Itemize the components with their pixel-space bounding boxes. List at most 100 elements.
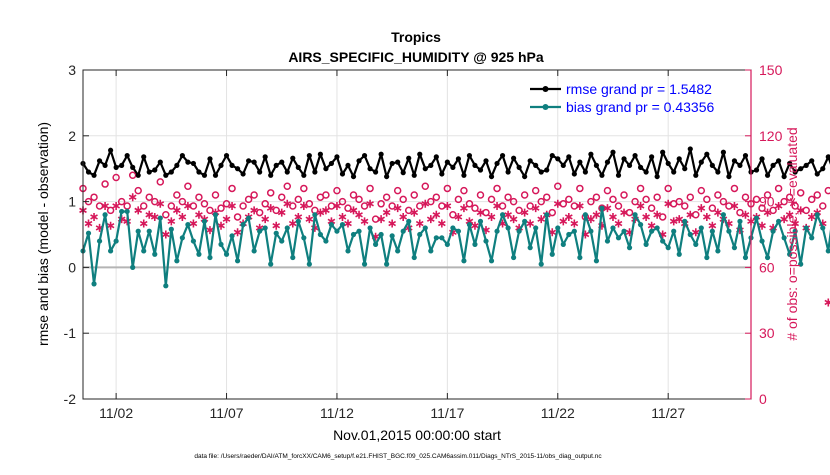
- obs-possible-point: [432, 193, 441, 201]
- obs-possible-point: [537, 197, 545, 206]
- obs-evaluated-point: [101, 201, 109, 210]
- obs-evaluated-point: [471, 221, 479, 230]
- bias-point: [367, 225, 373, 231]
- bias-point: [770, 228, 776, 234]
- bias-point: [455, 228, 462, 234]
- obs-evaluated-point: [344, 219, 352, 228]
- obs-possible-point: [156, 178, 165, 186]
- obs-evaluated-point: [288, 219, 297, 228]
- obs-possible-point: [173, 191, 181, 199]
- bias-point: [119, 208, 125, 215]
- bias-point: [146, 228, 152, 234]
- obs-evaluated-point: [609, 212, 617, 221]
- x-tick-label: 11/27: [651, 405, 685, 421]
- rmse-point: [687, 146, 693, 152]
- obs-possible-point: [300, 184, 308, 193]
- obs-evaluated-point: [796, 206, 805, 215]
- rmse-point: [649, 154, 655, 160]
- bias-point: [212, 212, 219, 218]
- bias-point: [466, 222, 473, 228]
- rmse-point: [599, 172, 605, 178]
- obs-evaluated-point: [603, 204, 612, 213]
- bias-point: [422, 225, 428, 231]
- obs-evaluated-point: [647, 221, 656, 230]
- y-right-tick-label: 60: [759, 259, 775, 275]
- bias-point: [698, 225, 704, 231]
- obs-possible-point: [664, 184, 672, 193]
- bias-point: [411, 254, 417, 261]
- rmse-point: [770, 162, 776, 169]
- bias-point: [108, 248, 114, 254]
- bias-point: [312, 212, 318, 218]
- rmse-point: [306, 152, 312, 159]
- obs-possible-point: [476, 191, 485, 199]
- obs-possible-point: [565, 195, 573, 204]
- obs-evaluated-point: [184, 201, 192, 210]
- rmse-point: [328, 160, 335, 167]
- bias-point: [621, 228, 627, 234]
- bias-point: [544, 212, 550, 218]
- rmse-point: [223, 152, 230, 159]
- bias-point: [279, 238, 285, 244]
- rmse-point: [792, 169, 798, 175]
- obs-evaluated-point: [322, 206, 330, 215]
- obs-possible-point: [327, 202, 336, 210]
- obs-possible-point: [90, 193, 98, 201]
- obs-possible-point: [802, 206, 810, 215]
- legend-label: bias grand pr = 0.43356: [566, 99, 714, 115]
- rmse-point: [615, 172, 622, 178]
- bias-point: [571, 228, 577, 234]
- bias-point: [593, 258, 600, 264]
- obs-possible-point: [333, 186, 341, 195]
- rmse-point: [185, 159, 191, 165]
- legend: rmse grand pr = 1.5482 bias grand pr = 0…: [530, 81, 714, 115]
- bias-point: [577, 254, 583, 261]
- obs-evaluated-point: [399, 212, 408, 221]
- bias-point: [820, 225, 826, 231]
- obs-evaluated-point: [266, 204, 275, 213]
- obs-evaluated-point: [708, 221, 717, 230]
- obs-possible-point: [697, 186, 706, 195]
- rmse-point: [511, 155, 517, 161]
- obs-possible-point: [741, 193, 750, 201]
- bias-point: [240, 222, 246, 228]
- rmse-point: [731, 158, 738, 164]
- rmse-point: [814, 171, 820, 177]
- rmse-point: [759, 156, 765, 162]
- bias-point: [218, 241, 224, 247]
- bias-point: [632, 212, 638, 218]
- obs-evaluated-point: [277, 208, 286, 217]
- bias-point: [649, 228, 655, 234]
- rmse-point: [466, 152, 473, 159]
- y-axis-left-label: rmse and bias (model - observation): [35, 122, 51, 346]
- rmse-point: [737, 162, 743, 169]
- obs-evaluated-point: [222, 215, 231, 224]
- legend-marker: [542, 104, 549, 110]
- obs-possible-point: [819, 202, 827, 210]
- rmse-point: [610, 149, 616, 155]
- obs-possible-point: [471, 204, 479, 212]
- rmse-point: [450, 164, 456, 170]
- obs-evaluated-point: [526, 219, 535, 228]
- obs-evaluated-point: [388, 219, 397, 228]
- obs-evaluated-point: [642, 212, 650, 221]
- y-axis-right-label: # of obs: o=possible; ∗=evaluated: [784, 127, 800, 340]
- obs-possible-point: [487, 195, 496, 204]
- obs-possible-point: [791, 202, 799, 210]
- obs-evaluated-point: [774, 201, 783, 210]
- rmse-point: [257, 169, 263, 175]
- rmse-point: [113, 164, 119, 170]
- obs-evaluated-point: [156, 199, 165, 208]
- obs-possible-point: [570, 202, 579, 210]
- obs-possible-point: [162, 211, 170, 219]
- rmse-point: [295, 164, 301, 170]
- obs-possible-point: [686, 193, 695, 201]
- obs-evaluated-point: [537, 215, 546, 224]
- rmse-point: [345, 162, 351, 169]
- bias-point: [527, 245, 533, 251]
- obs-evaluated-point: [250, 206, 259, 215]
- rmse-point: [682, 166, 688, 172]
- bias-point: [483, 238, 489, 244]
- y-right-tick-label: 150: [759, 62, 783, 78]
